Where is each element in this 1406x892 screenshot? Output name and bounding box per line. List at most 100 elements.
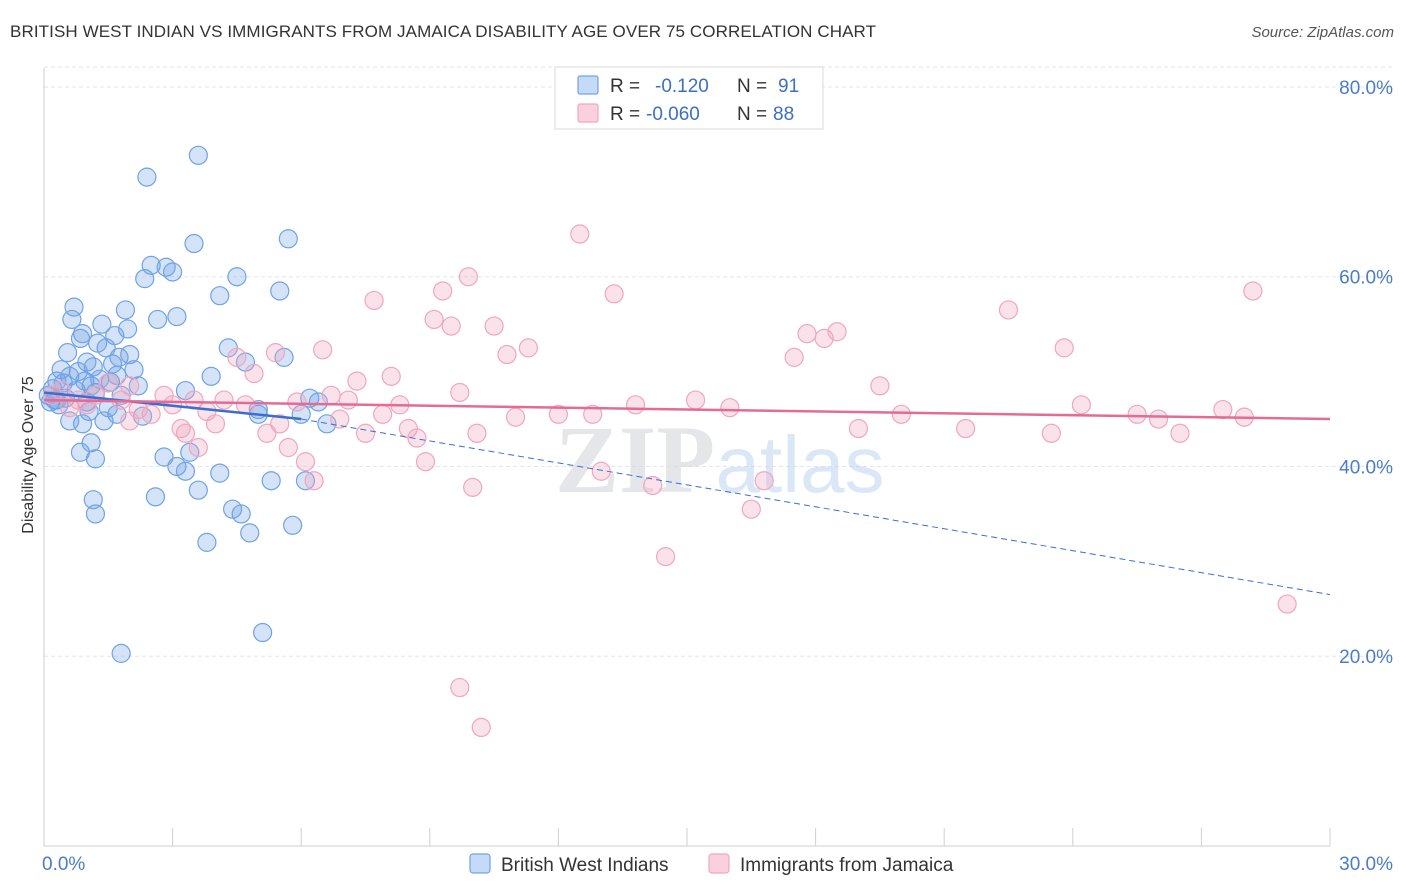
blue-point-50 (210, 286, 230, 306)
pink-point-69 (891, 404, 911, 424)
blue-point-77 (175, 461, 196, 481)
pink-point-25 (287, 392, 307, 412)
pink-point-72 (1041, 423, 1061, 443)
blue-point-81 (210, 463, 230, 483)
blue-point-84 (240, 523, 260, 543)
legend-r-value-blue: -0.120 (655, 76, 709, 97)
pink-point-18 (227, 347, 247, 367)
pink-point-35 (373, 404, 393, 424)
legend-r-value-pink: -0.060 (646, 104, 700, 125)
source-credit: Source: ZipAtlas.com (1251, 24, 1394, 41)
legend-n-value-blue: 91 (778, 76, 799, 97)
blue-point-74 (145, 487, 166, 507)
blue-point-69 (70, 442, 91, 462)
legend-swatch-blue (577, 75, 599, 95)
blue-point-70 (83, 490, 103, 510)
pink-point-86 (120, 411, 140, 431)
bottom-legend: British West Indians Immigrants from Jam… (469, 853, 954, 876)
pink-point-73 (1054, 338, 1074, 358)
pink-point-32 (347, 371, 367, 391)
blue-point-88 (137, 167, 157, 187)
blue-point-52 (227, 267, 247, 287)
pink-point-1 (51, 380, 71, 401)
blue-point-16 (72, 324, 93, 344)
legend-box: R = -0.120 N = 91 R = -0.060 N = 88 (554, 66, 824, 130)
blue-point-38 (124, 360, 144, 380)
blue-point-35 (115, 300, 136, 320)
x-tick-label-1: 30.0% (1339, 854, 1393, 875)
pink-point-58 (655, 547, 676, 567)
pink-point-78 (1213, 399, 1233, 420)
pink-point-54 (591, 461, 611, 481)
blue-point-49 (201, 366, 221, 386)
pink-point-50 (518, 338, 538, 358)
axes (43, 68, 1331, 847)
pink-point-60 (720, 398, 740, 418)
pink-point-56 (625, 395, 646, 415)
pink-point-84 (471, 717, 491, 738)
pink-point-63 (784, 347, 804, 367)
pink-point-68 (870, 376, 890, 396)
blue-point-42 (147, 309, 168, 330)
blue-point-44 (163, 262, 183, 282)
legend-n-value-pink: 88 (773, 104, 794, 125)
pink-point-20 (244, 363, 264, 384)
blue-point-71 (85, 504, 106, 524)
legend-n-label-blue: N = (737, 76, 767, 97)
bottom-legend-label-blue: British West Indians (501, 855, 669, 876)
bottom-legend-label-pink: Immigrants from Jamaica (740, 855, 954, 876)
bottom-legend-swatch-pink (708, 853, 730, 874)
pink-point-79 (1243, 281, 1263, 301)
blue-point-36 (117, 319, 138, 339)
pink-point-81 (1277, 594, 1297, 614)
pink-point-70 (956, 418, 976, 439)
pink-point-77 (1170, 423, 1190, 443)
blue-point-89 (111, 643, 131, 663)
pink-point-75 (1127, 404, 1147, 424)
pink-point-64 (797, 324, 817, 344)
pink-point-39 (407, 428, 427, 448)
pink-point-16 (205, 414, 226, 434)
pink-point-49 (505, 407, 526, 427)
tick-labels: 20.0% 40.0% 60.0% 80.0% 0.0% 30.0% (42, 78, 1393, 875)
y-tick-label-0: 20.0% (1339, 647, 1393, 668)
pink-point-76 (1148, 409, 1169, 429)
pink-point-55 (604, 284, 624, 304)
pink-point-42 (433, 281, 453, 301)
pink-point-41 (424, 309, 444, 330)
blue-point-21 (83, 357, 103, 377)
pink-point-62 (754, 471, 774, 491)
pink-point-85 (175, 423, 196, 443)
pink-point-51 (548, 404, 569, 424)
pink-point-82 (463, 477, 483, 497)
pink-point-83 (450, 677, 470, 698)
legend-r-label-blue: R = (610, 76, 640, 97)
pink-point-43 (441, 316, 461, 336)
pink-point-36 (381, 366, 401, 386)
pink-point-8 (120, 376, 140, 396)
pink-point-26 (295, 452, 316, 472)
blue-point-80 (197, 532, 217, 552)
blue-point-86 (283, 515, 303, 535)
pink-point-87 (188, 437, 208, 458)
pink-point-45 (458, 267, 478, 287)
pink-point-71 (998, 300, 1019, 320)
pink-point-61 (741, 499, 761, 519)
chart-title: BRITISH WEST INDIAN VS IMMIGRANTS FROM J… (10, 22, 877, 41)
pink-point-30 (330, 409, 350, 429)
legend-swatch-pink (577, 103, 599, 123)
y-tick-label-3: 80.0% (1339, 78, 1393, 99)
blue-point-57 (270, 281, 290, 301)
pink-point-6 (98, 373, 118, 393)
blue-point-59 (278, 229, 298, 249)
pink-point-48 (497, 344, 517, 365)
legend-n-label-pink: N = (737, 104, 767, 125)
y-tick-label-2: 60.0% (1339, 268, 1393, 289)
pink-point-53 (583, 404, 603, 424)
blue-point-79 (188, 480, 208, 500)
legend-r-label-pink: R = (610, 104, 640, 125)
pink-point-44 (450, 382, 470, 403)
blue-point-25 (92, 314, 112, 334)
pink-point-47 (484, 316, 504, 336)
pink-point-74 (1071, 395, 1091, 415)
